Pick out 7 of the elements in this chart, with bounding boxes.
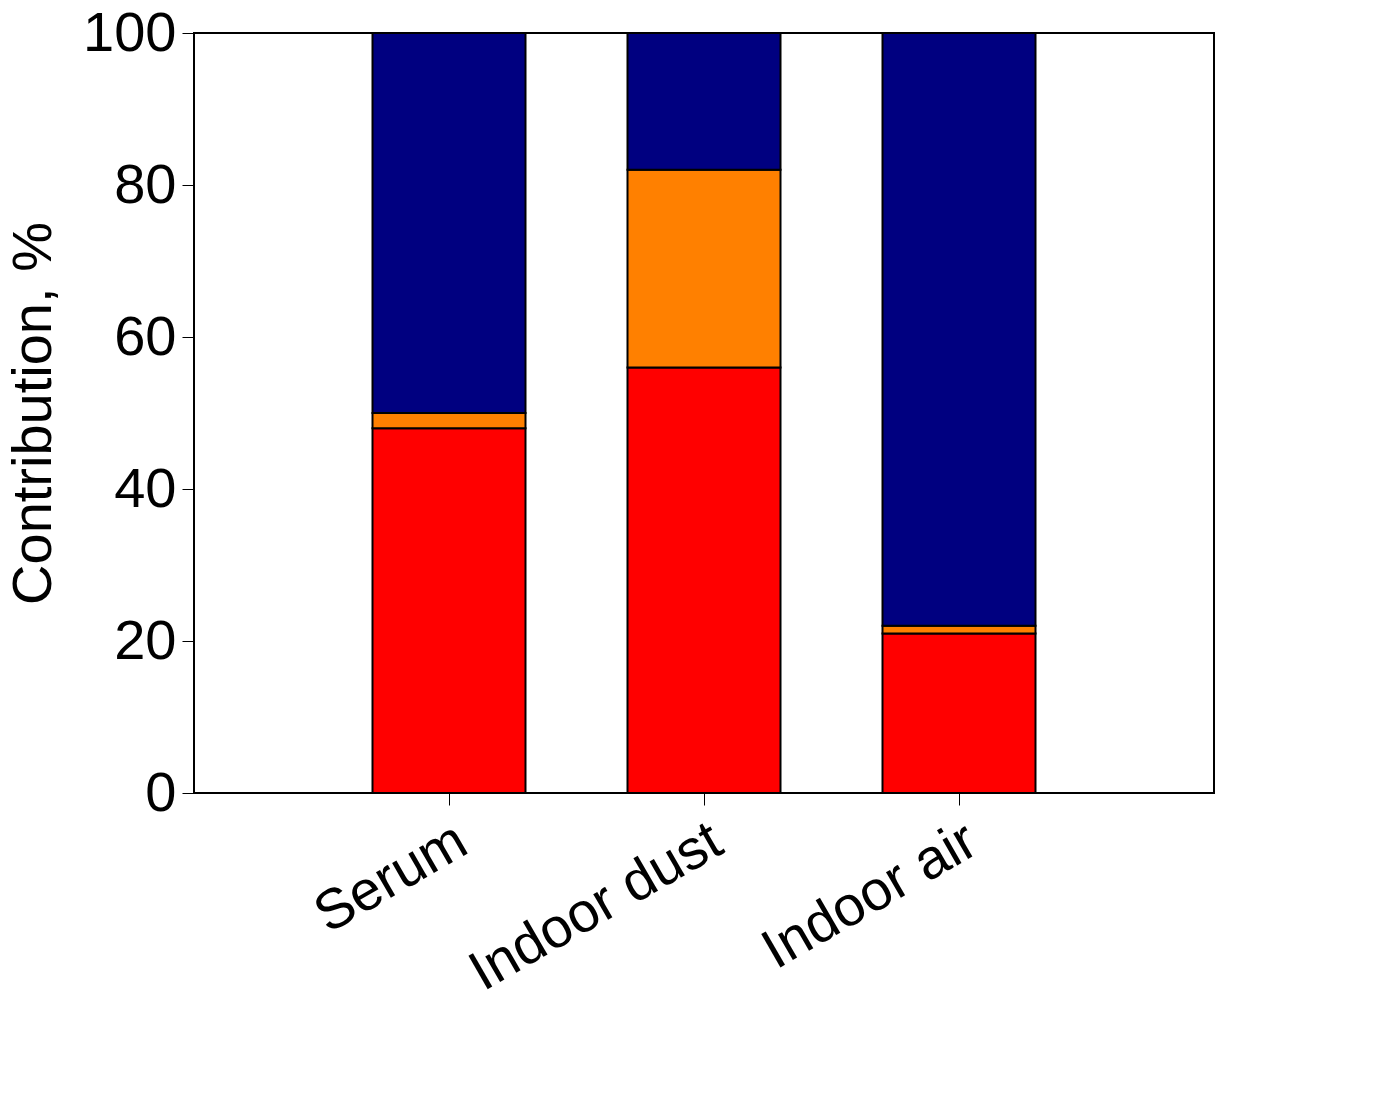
- y-tick-label: 40: [114, 455, 177, 519]
- y-tick-label: 0: [145, 759, 177, 823]
- y-tick-label: 60: [114, 303, 177, 367]
- y-tick-label: 20: [114, 607, 177, 671]
- y-axis-title: Contribution, %: [0, 222, 64, 605]
- y-tick-label: 100: [83, 0, 177, 63]
- y-tick-label: 80: [114, 151, 177, 215]
